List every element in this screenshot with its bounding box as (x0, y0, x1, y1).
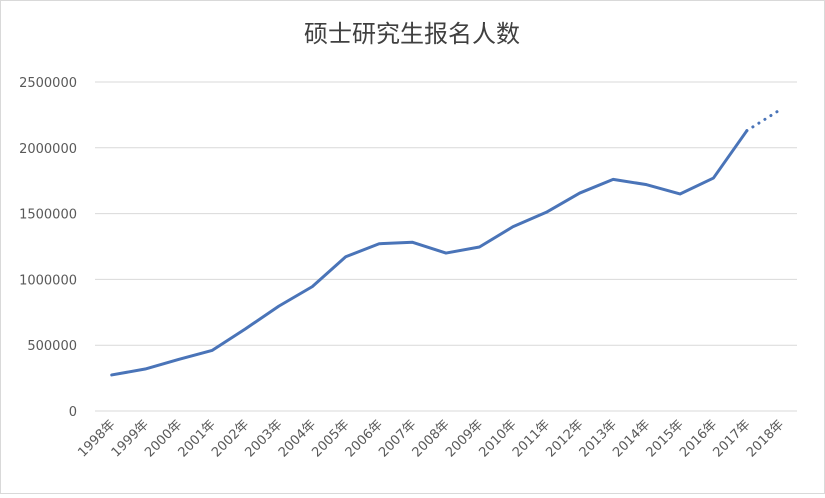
series-line (110, 129, 749, 377)
y-tick-label: 0 (69, 405, 77, 420)
chart-title: 硕士研究生报名人数 (304, 20, 520, 48)
y-tick-label: 2000000 (19, 142, 77, 157)
series-line (745, 108, 782, 133)
y-tick-label: 2500000 (19, 76, 77, 91)
y-tick-label: 1000000 (19, 273, 77, 288)
y-tick-label: 500000 (27, 339, 77, 354)
y-tick-label: 1500000 (19, 208, 77, 223)
